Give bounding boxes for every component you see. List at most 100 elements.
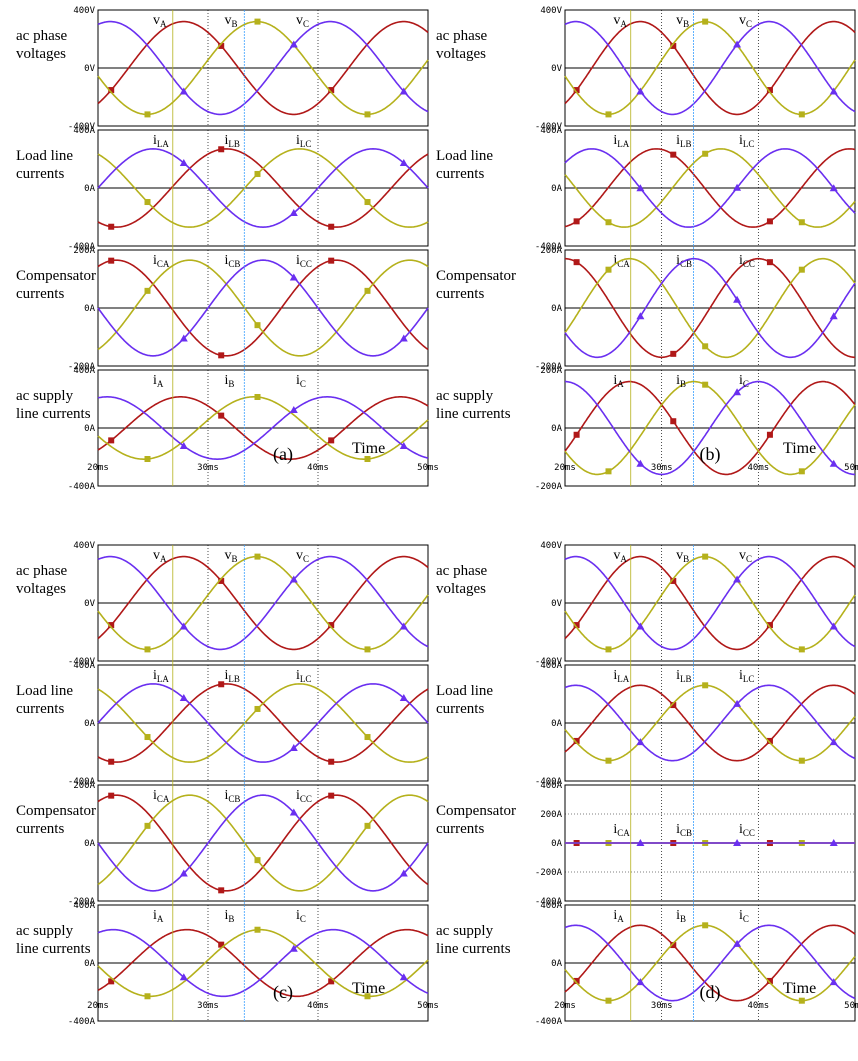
- series-marker: [144, 993, 151, 1000]
- series-marker: [573, 431, 580, 438]
- y-tick-label: 0A: [551, 839, 562, 849]
- x-tick-label: 30ms: [651, 463, 673, 473]
- series-marker: [766, 87, 773, 94]
- series-label-sub: LC: [743, 139, 755, 149]
- row-label: Compensator: [436, 268, 516, 284]
- series-label-sub: A: [620, 19, 627, 29]
- series-b-line: [97, 683, 429, 763]
- row-label: ac supply: [16, 923, 74, 939]
- series-marker: [670, 702, 677, 709]
- y-tick-label: -200A: [68, 362, 96, 372]
- series-label-sub: A: [157, 379, 164, 389]
- series-marker: [829, 459, 838, 467]
- series-marker: [144, 646, 151, 653]
- y-tick-label: 0A: [551, 719, 562, 729]
- series-label-sub: LB: [228, 139, 240, 149]
- series-marker: [733, 295, 742, 303]
- series-marker: [702, 343, 709, 350]
- series-marker: [605, 219, 612, 226]
- series-label-sub: B: [683, 554, 689, 564]
- series-marker: [328, 87, 335, 94]
- series-label-sub: B: [683, 19, 689, 29]
- y-tick-label: -200A: [535, 362, 563, 372]
- series-label-sub: A: [620, 554, 627, 564]
- series-b-line: [97, 928, 429, 998]
- series-marker: [179, 159, 188, 167]
- series-c-line: [97, 928, 429, 998]
- series-label-sub: CA: [157, 259, 170, 269]
- y-tick-label: -200A: [535, 868, 563, 878]
- time-axis-label: Time: [352, 980, 385, 997]
- series-marker: [179, 694, 188, 702]
- series-marker: [328, 257, 335, 264]
- series-marker: [364, 111, 371, 118]
- series-marker: [254, 553, 261, 560]
- series-marker: [636, 622, 645, 630]
- series-label-sub: B: [228, 379, 234, 389]
- series-label-sub: C: [303, 19, 309, 29]
- series-marker: [605, 468, 612, 475]
- panel-label: (c): [273, 982, 293, 1003]
- y-tick-label: -400A: [68, 242, 96, 252]
- series-a-line: [564, 924, 856, 1002]
- series-marker: [636, 459, 645, 467]
- y-tick-label: 400V: [540, 6, 562, 16]
- row-label: line currents: [436, 941, 511, 957]
- x-tick-label: 30ms: [197, 463, 219, 473]
- series-b-line: [564, 148, 856, 228]
- series-marker: [733, 699, 742, 707]
- series-marker: [702, 922, 709, 929]
- row-label: voltages: [436, 581, 486, 597]
- x-tick-label: 20ms: [554, 1001, 576, 1011]
- row-label: Load line: [436, 683, 493, 699]
- series-marker: [108, 622, 115, 629]
- series-label: iB: [225, 908, 235, 924]
- y-tick-label: 400V: [540, 541, 562, 551]
- series-marker: [179, 334, 188, 342]
- x-tick-label: 50ms: [844, 463, 858, 473]
- series-marker: [364, 822, 371, 829]
- series-c-line: [97, 20, 429, 116]
- series-label: iB: [225, 373, 235, 389]
- series-marker: [670, 577, 677, 584]
- series-label-sub: LB: [228, 674, 240, 684]
- y-tick-label: 0V: [551, 64, 562, 74]
- series-c-line: [97, 683, 429, 763]
- series-c-line: [97, 794, 429, 892]
- series-label-sub: LB: [680, 139, 692, 149]
- series-marker: [108, 792, 115, 799]
- series-marker: [218, 577, 225, 584]
- series-marker: [399, 622, 408, 630]
- series-b-line: [564, 380, 856, 476]
- series-label: iA: [613, 373, 624, 389]
- series-marker: [573, 87, 580, 94]
- series-c-line: [564, 684, 856, 762]
- series-b-line: [97, 555, 429, 651]
- series-label-sub: CA: [157, 794, 170, 804]
- series-label: iA: [613, 908, 624, 924]
- series-label-sub: B: [232, 19, 238, 29]
- series-label: iC: [296, 908, 306, 924]
- y-tick-label: -400A: [535, 777, 563, 787]
- series-marker: [108, 758, 115, 765]
- series-label-sub: LA: [617, 139, 629, 149]
- row-label: ac supply: [436, 923, 494, 939]
- series-marker: [328, 792, 335, 799]
- series-label-sub: C: [746, 19, 752, 29]
- series-marker: [328, 622, 335, 629]
- y-tick-label: -400A: [535, 897, 563, 907]
- series-marker: [829, 978, 838, 986]
- y-tick-label: 0A: [551, 184, 562, 194]
- y-tick-label: -400V: [535, 122, 563, 132]
- row-label: ac supply: [16, 388, 74, 404]
- series-label: iB: [676, 373, 686, 389]
- series-marker: [636, 184, 645, 192]
- series-marker: [364, 734, 371, 741]
- y-tick-label: -400A: [68, 1017, 96, 1027]
